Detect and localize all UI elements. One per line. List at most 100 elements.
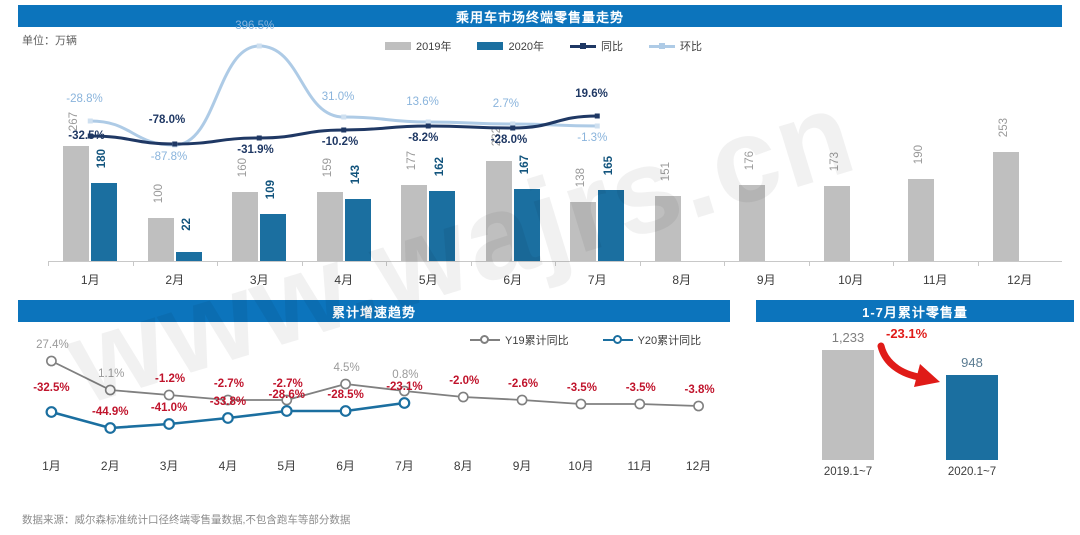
x-axis-label-1: 1月 (80, 273, 100, 287)
bar-2019-3 (232, 192, 259, 261)
legend-label-mom: 环比 (679, 41, 702, 53)
x-axis-tick (724, 261, 725, 266)
x-axis-tick (977, 261, 979, 266)
legend-marker-y20 (602, 334, 633, 346)
mom-label-1: -28.8% (66, 93, 103, 105)
bar-2019-7 (570, 201, 597, 261)
legend-item-mom[interactable]: 环比 (648, 38, 702, 54)
mom-label-4: 31.0% (321, 91, 355, 103)
bar-2019-12 (992, 151, 1019, 261)
yoy-label-5: -8.2% (408, 132, 439, 144)
br-bar-1 (822, 350, 874, 460)
yoy-label-7: 19.6% (575, 88, 608, 100)
mom-label-6: 2.7% (492, 98, 519, 110)
cumulative-retail-title: 1-7月累计零售量 (756, 300, 1074, 322)
y20-label-7: -23.1% (386, 381, 423, 393)
x-axis-label-10: 10月 (838, 273, 864, 287)
cumulative-growth-plot: 27.4% 1.1% -1.2% -2.7% -2.7% 4.5% 0.8% -2.0% -2.… (33, 339, 715, 473)
x-axis-tick (639, 261, 641, 266)
x-axis-label-5: 5月 (418, 273, 438, 287)
br-bar-category-2: 2020.1~7 (947, 466, 997, 478)
br-bar-value-1: 1,233 (831, 330, 865, 345)
y19-label-10: -3.5% (566, 382, 597, 394)
bar-value-2019-12: 253 (997, 117, 1010, 138)
bl-x-axis-label-3: 3月 (159, 459, 179, 473)
bar-2020-1 (91, 183, 118, 261)
x-axis-tick (470, 261, 472, 266)
legend-label-yoy: 同比 (600, 41, 623, 53)
y19-label-6: 4.5% (333, 362, 360, 374)
y19-label-9: -2.6% (508, 378, 539, 390)
top-chart-plot: 1月 267 180 2月 100 22 3月 160 109 4月 159 143 5月 177 162 6… (48, 20, 1062, 287)
y20-label-2: -44.9% (92, 406, 129, 418)
bl-x-axis-label-12: 12月 (685, 459, 712, 473)
bar-2020-6 (513, 189, 540, 261)
x-axis-tick (301, 261, 303, 266)
yoy-label-6: -28.0% (490, 134, 528, 146)
bar-value-2019-9: 176 (744, 151, 757, 171)
bl-x-axis-label-10: 10月 (568, 459, 594, 473)
bar-2019-8 (654, 195, 681, 261)
bar-2019-4 (316, 192, 343, 261)
mom-label-7: -1.3% (577, 132, 608, 144)
legend-label-y20: Y20累计同比 (637, 335, 702, 347)
x-axis-tick (808, 261, 810, 266)
y20-label-6: -28.5% (327, 389, 364, 401)
x-axis-label-6: 6月 (503, 273, 523, 287)
y19-label-5: -2.7% (272, 378, 303, 390)
yoy-label-3: -31.9% (237, 144, 274, 156)
bar-2019-9 (739, 185, 766, 261)
y19-label-1: 27.4% (36, 339, 69, 351)
legend-item-y20[interactable]: Y20累计同比 (602, 332, 702, 348)
top-chart-title: 乘用车市场终端零售量走势 (18, 5, 1062, 27)
x-axis-tick (48, 261, 49, 266)
x-axis-label-9: 9月 (756, 273, 776, 287)
mom-label-3: 396.5% (235, 20, 275, 32)
red-arrow-icon (877, 342, 940, 387)
bar-2020-7 (598, 189, 625, 261)
y19-label-4: -2.7% (213, 378, 244, 390)
br-delta-label: -23.1% (886, 326, 928, 341)
x-axis-tick (893, 261, 894, 266)
bl-x-axis-label-4: 4月 (218, 459, 238, 473)
cumulative-retail-plot: 1,233 2019.1~7 948 2020.1~7 -23.1% (750, 290, 1080, 490)
mom-label-5: 13.6% (406, 96, 439, 108)
unit-label: 单位：万辆 (22, 35, 77, 47)
y20-label-3: -41.0% (150, 402, 188, 414)
br-bar-category-1: 2019.1~7 (823, 466, 873, 478)
y19-label-12: -3.8% (684, 384, 715, 396)
x-axis-label-8: 8月 (672, 273, 692, 287)
y20-label-5: -28.6% (268, 389, 305, 401)
y19-label-3: -1.2% (155, 373, 186, 385)
bl-x-axis-label-11: 11月 (627, 459, 652, 473)
bar-2019-6 (485, 161, 512, 261)
legend-label-y19: Y19累计同比 (505, 335, 569, 347)
br-bar-value-2: 948 (961, 355, 983, 371)
y19-label-2: 1.1% (98, 368, 125, 380)
yoy-label-4: -10.2% (321, 136, 359, 148)
bar-2019-10 (823, 186, 850, 261)
yoy-label-2: -78.0% (148, 114, 186, 126)
x-axis-tick (386, 261, 387, 266)
y19-label-7: 0.8% (392, 369, 419, 381)
data-source-note: 数据来源：威尔森标准统计口径终端零售量数据,不包含跑车等部分数据 (22, 514, 351, 526)
x-axis-label-11: 11月 (923, 273, 948, 287)
y19-label-11: -3.5% (625, 382, 656, 394)
bar-2020-5 (429, 191, 456, 261)
bar-2019-11 (908, 179, 935, 261)
y19-label-8: -2.0% (449, 375, 480, 387)
x-axis-label-3: 3月 (249, 273, 269, 287)
legend-item-y19[interactable]: Y19累计同比 (470, 332, 569, 348)
bar-2020-4 (344, 199, 371, 261)
x-axis-label-2: 2月 (165, 273, 185, 287)
yoy-label-1: -32.5% (68, 130, 105, 142)
bar-value-2019-10: 173 (828, 152, 841, 172)
x-axis-label-7: 7月 (587, 273, 607, 287)
bar-2019-1 (63, 145, 90, 261)
legend-marker-y19 (470, 334, 500, 346)
cumulative-growth-legend: Y19累计同比 Y20累计同比 (470, 332, 701, 348)
bl-x-axis-label-1: 1月 (42, 459, 61, 473)
cumulative-growth-title: 累计增速趋势 (18, 300, 730, 322)
bl-x-axis-label-9: 9月 (512, 459, 532, 473)
mom-label-2: -87.8% (150, 151, 188, 163)
